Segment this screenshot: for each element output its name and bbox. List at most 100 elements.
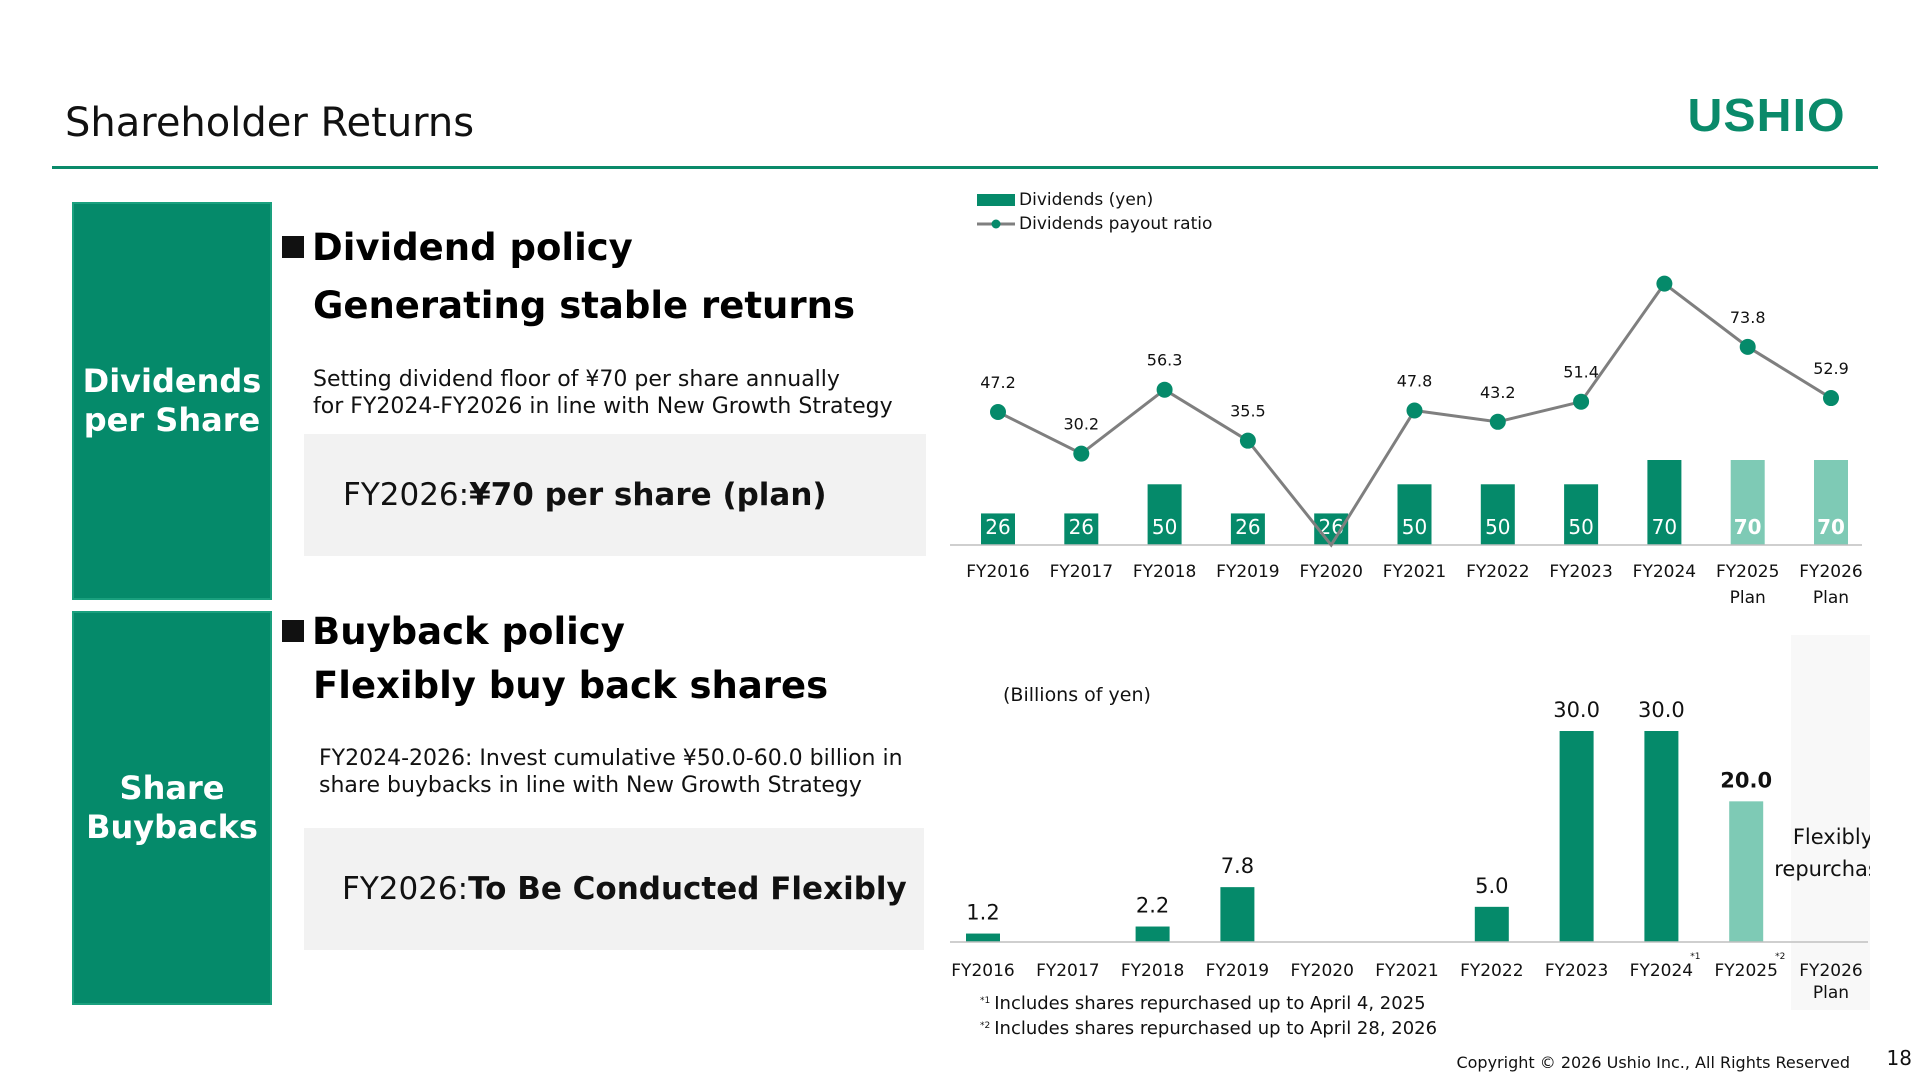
buybacks-chart: (Billions of yen) 1.2 2.2 7.8 5.0 30.0 30.0 20.… <box>950 635 1870 1010</box>
dividend-chart-legend: Dividends (yen) Dividends payout ratio <box>977 188 1212 236</box>
dividend-bar <box>1814 460 1848 545</box>
header-divider <box>52 166 1878 169</box>
dividend-bar <box>1397 484 1432 545</box>
dividend-tick-label: FY2016 <box>966 562 1029 582</box>
payout-ratio-label: 35.5 <box>1230 402 1266 421</box>
dividend-bar-label: 70 <box>1734 515 1762 539</box>
dividend-tick-label: FY2025 <box>1716 562 1779 582</box>
copyright: Copyright © 2026 Ushio Inc., All Rights … <box>1456 1053 1850 1072</box>
dividend-plan-panel: FY2026: ¥70 per share (plan) <box>304 434 926 556</box>
dividend-bar-label: 50 <box>1485 515 1510 539</box>
buyback-bar <box>1644 731 1679 942</box>
dividend-tick-label: FY2019 <box>1216 562 1279 582</box>
buyback-bar-label: 5.0 <box>1475 874 1508 898</box>
dividend-bar <box>1147 484 1182 545</box>
legend-item-payout-ratio: Dividends payout ratio <box>977 212 1212 236</box>
buyback-tick-footnote-mark: *1 <box>1690 952 1700 962</box>
dividend-bar <box>1647 460 1682 545</box>
dividend-tick-label: FY2022 <box>1466 562 1529 582</box>
dividend-bar <box>1480 484 1515 545</box>
dividend-bar <box>1064 513 1099 545</box>
dividend-tick-sublabel: Plan <box>1813 588 1849 608</box>
footnote-1-mark: *1 <box>980 996 991 1006</box>
payout-ratio-point <box>1156 381 1173 398</box>
payout-ratio-point <box>990 404 1006 420</box>
page-number: 18 <box>1886 1046 1912 1070</box>
buyback-tick-label: FY2023 <box>1545 961 1608 981</box>
payout-ratio-point <box>1406 402 1423 419</box>
buyback-plan-value: To Be Conducted Flexibly <box>468 871 907 907</box>
buyback-bar <box>1559 731 1594 942</box>
payout-ratio-label: 47.8 <box>1397 372 1433 391</box>
buyback-tick-label: FY2025 <box>1714 961 1777 981</box>
buyback-description: FY2024-2026: Invest cumulative ¥50.0-60.… <box>319 745 903 799</box>
buyback-tick-label: FY2017 <box>1036 961 1099 981</box>
buyback-bar <box>966 933 1000 942</box>
dividend-tick-label: FY2017 <box>1050 562 1113 582</box>
dividend-policy-title: Dividend policy <box>312 226 633 269</box>
buyback-tick-label: FY2021 <box>1375 961 1438 981</box>
dividend-bar-label: 26 <box>1235 515 1260 539</box>
dividend-bar-label: 70 <box>1652 515 1677 539</box>
buyback-policy-heading: Buyback policy <box>282 610 625 653</box>
dividend-subhead: Generating stable returns <box>313 284 855 327</box>
dividend-description-line1: Setting dividend floor of ¥70 per share … <box>313 367 840 392</box>
dividends-side-label-text: Dividends per Share <box>82 362 262 439</box>
buyback-bar-label: 2.2 <box>1136 894 1169 918</box>
bullet-square-icon <box>282 236 304 258</box>
buyback-tick-label: FY2022 <box>1460 961 1523 981</box>
buyback-tick-label: FY2019 <box>1206 961 1269 981</box>
flexibly-repurchase-label: Flexibly <box>1793 825 1870 849</box>
payout-ratio-point <box>1073 445 1090 462</box>
dividend-bar <box>1730 460 1765 545</box>
buyback-bar <box>1220 887 1255 942</box>
payout-ratio-point <box>1239 432 1256 449</box>
payout-ratio-label: 30.2 <box>1063 415 1099 434</box>
buyback-bar-label: 1.2 <box>966 901 999 925</box>
buybacks-side-label-text: Share Buybacks <box>86 769 258 846</box>
legend-label-payout-ratio: Dividends payout ratio <box>1019 214 1213 234</box>
footnote-2-text: Includes shares repurchased up to April … <box>994 1018 1438 1039</box>
dividend-tick-label: FY2020 <box>1299 562 1362 582</box>
legend-item-dividends: Dividends (yen) <box>977 188 1212 212</box>
dividend-policy-heading: Dividend policy <box>282 226 633 269</box>
dividend-bar <box>981 513 1015 545</box>
dividend-description: Setting dividend floor of ¥70 per share … <box>313 366 893 420</box>
buyback-description-line1: FY2024-2026: Invest cumulative ¥50.0-60.… <box>319 746 903 771</box>
page-title: Shareholder Returns <box>65 100 475 146</box>
dividend-description-line2: for FY2024-FY2026 in line with New Growt… <box>313 394 893 419</box>
dividend-bar-label: 70 <box>1817 515 1845 539</box>
dividend-bar <box>1230 513 1265 545</box>
payout-ratio-point <box>1823 390 1839 407</box>
dividend-bar-label: 26 <box>985 515 1010 539</box>
buyback-tick-label: FY2026 <box>1799 961 1862 981</box>
footnote-1-text: Includes shares repurchased up to April … <box>994 993 1426 1014</box>
dividend-bar-label: 50 <box>1152 515 1177 539</box>
payout-ratio-label: 47.2 <box>980 373 1016 392</box>
buyback-tick-label: FY2018 <box>1121 961 1184 981</box>
buyback-bar <box>1135 926 1170 942</box>
payout-ratio-point <box>1656 275 1673 292</box>
payout-ratio-point <box>1573 393 1590 410</box>
buyback-tick-footnote-mark: *2 <box>1775 952 1785 962</box>
dividend-tick-sublabel: Plan <box>1730 588 1766 608</box>
dividend-tick-label: FY2021 <box>1383 562 1446 582</box>
dividend-plan-prefix: FY2026: <box>343 477 470 513</box>
buyback-subhead: Flexibly buy back shares <box>313 664 829 707</box>
dividends-chart: 26 26 50 26 26 50 50 50 70 70 7047.230.256.335.547… <box>950 275 1863 608</box>
dividend-tick-label: FY2023 <box>1549 562 1612 582</box>
dividend-bar-label: 50 <box>1568 515 1593 539</box>
payout-ratio-point <box>1489 413 1506 430</box>
footnote-2-mark: *2 <box>980 1021 991 1031</box>
plan-column-background <box>1791 635 1870 1010</box>
dividend-tick-label: FY2024 <box>1633 562 1696 582</box>
payout-ratio-point <box>1739 338 1756 355</box>
buyback-bar-label: 20.0 <box>1720 768 1772 792</box>
ushio-logo: USHIO <box>1687 89 1846 141</box>
footnote-2: *2 Includes shares repurchased up to Apri… <box>980 1015 1437 1040</box>
payout-ratio-label: 73.8 <box>1730 308 1766 327</box>
footnote-1: *1 Includes shares repurchased up to Apri… <box>980 990 1437 1015</box>
dividends-side-label: Dividends per Share <box>72 202 272 600</box>
buyback-bar-label: 30.0 <box>1638 698 1685 722</box>
payout-ratio-label: 51.4 <box>1563 363 1599 382</box>
